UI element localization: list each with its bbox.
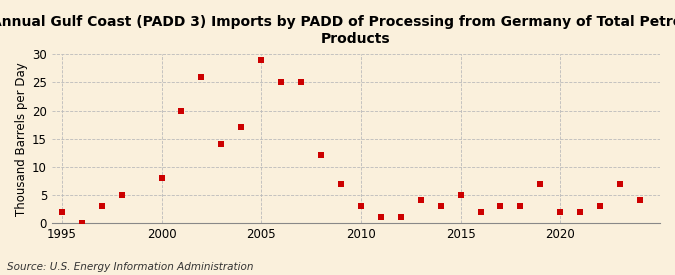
Point bbox=[97, 204, 107, 208]
Point bbox=[396, 215, 406, 219]
Point bbox=[216, 142, 227, 147]
Point bbox=[356, 204, 367, 208]
Point bbox=[455, 192, 466, 197]
Point bbox=[575, 210, 586, 214]
Point bbox=[615, 182, 626, 186]
Point bbox=[555, 210, 566, 214]
Point bbox=[57, 210, 68, 214]
Y-axis label: Thousand Barrels per Day: Thousand Barrels per Day bbox=[15, 62, 28, 216]
Point bbox=[116, 192, 127, 197]
Point bbox=[595, 204, 605, 208]
Point bbox=[634, 198, 645, 203]
Point bbox=[76, 221, 87, 225]
Point bbox=[375, 215, 386, 219]
Text: Source: U.S. Energy Information Administration: Source: U.S. Energy Information Administ… bbox=[7, 262, 253, 272]
Title: Annual Gulf Coast (PADD 3) Imports by PADD of Processing from Germany of Total P: Annual Gulf Coast (PADD 3) Imports by PA… bbox=[0, 15, 675, 46]
Point bbox=[196, 75, 207, 79]
Point bbox=[475, 210, 486, 214]
Point bbox=[435, 204, 446, 208]
Point bbox=[176, 108, 187, 113]
Point bbox=[256, 58, 267, 62]
Point bbox=[415, 198, 426, 203]
Point bbox=[276, 80, 287, 85]
Point bbox=[236, 125, 246, 130]
Point bbox=[495, 204, 506, 208]
Point bbox=[156, 176, 167, 180]
Point bbox=[515, 204, 526, 208]
Point bbox=[296, 80, 306, 85]
Point bbox=[335, 182, 346, 186]
Point bbox=[316, 153, 327, 158]
Point bbox=[535, 182, 546, 186]
